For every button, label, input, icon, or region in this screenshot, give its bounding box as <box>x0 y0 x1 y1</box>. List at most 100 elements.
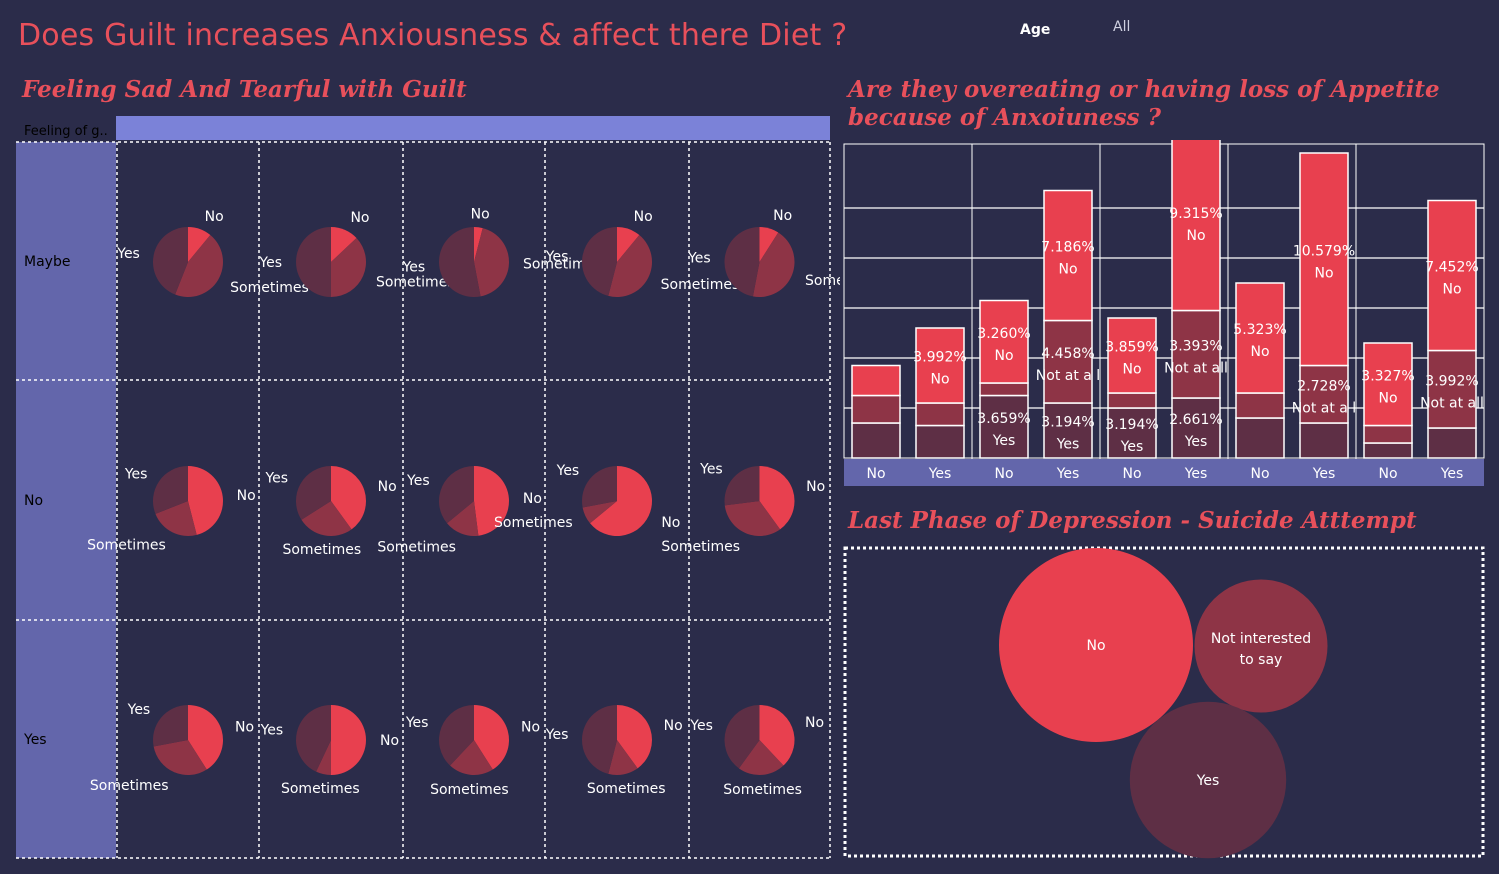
pie-slice-no[interactable] <box>759 227 779 262</box>
bubble-yes[interactable] <box>1129 701 1287 859</box>
pie-slice-yes[interactable] <box>438 705 474 766</box>
pie-slice-yes[interactable] <box>153 227 188 295</box>
bar-segment-no[interactable] <box>1171 140 1221 312</box>
pie-slice-sometimes[interactable] <box>738 740 784 775</box>
bar-segment-not-at-all[interactable] <box>1171 309 1221 399</box>
pie-slice-yes[interactable] <box>582 227 617 296</box>
bar-segment-no[interactable] <box>1299 152 1349 367</box>
bubble-no[interactable] <box>999 548 1193 742</box>
pie-slice-yes[interactable] <box>582 705 617 774</box>
pie-slice-sometimes[interactable] <box>153 740 207 775</box>
bar-segment-no[interactable] <box>1043 189 1093 322</box>
pie-slice-no[interactable] <box>759 466 795 530</box>
bar-segment-no[interactable] <box>1235 282 1285 394</box>
bar-segment-not-at-all[interactable] <box>1235 392 1285 419</box>
bar-segment-yes[interactable] <box>1107 407 1157 459</box>
bar-segment-yes[interactable] <box>915 424 965 459</box>
suicide-attempt-bubble-chart: No Not interested to say Yes <box>843 546 1485 859</box>
bar-segment-not-at-all[interactable] <box>1299 364 1349 424</box>
bar-segment-no[interactable] <box>1107 317 1157 394</box>
pie-slice-yes[interactable] <box>582 466 617 508</box>
bar-data-label: 3.992% <box>1425 373 1478 389</box>
bubble-not-interested-to-say[interactable] <box>1194 579 1328 713</box>
pie-slice-no[interactable] <box>331 227 357 262</box>
pie-slice-sometimes[interactable] <box>316 740 331 775</box>
pie-slice-yes[interactable] <box>153 705 188 747</box>
bar-data-label: 5.323% <box>1233 322 1286 338</box>
bar-data-label: 7.452% <box>1425 260 1478 276</box>
pie-slice-no[interactable] <box>474 227 483 262</box>
pie-slice-yes[interactable] <box>153 466 188 514</box>
bar-segment-no[interactable] <box>979 299 1029 384</box>
pie-label-sometimes: Sometimes <box>805 273 840 289</box>
pie-slice-yes[interactable] <box>724 705 760 769</box>
bubble-label: to say <box>1240 652 1283 668</box>
pie-slice-sometimes[interactable] <box>175 235 224 297</box>
pie-slice-sometimes[interactable] <box>155 501 197 536</box>
bar-segment-not-at-all[interactable] <box>1043 319 1093 404</box>
bar-segment-no[interactable] <box>1427 199 1477 352</box>
pie-slice-yes[interactable] <box>296 466 331 520</box>
pie-slice-no[interactable] <box>759 705 795 766</box>
bar-segment-yes[interactable] <box>851 422 901 459</box>
pie-label-sometimes: Sometimes <box>282 542 361 558</box>
pie-slice-no[interactable] <box>188 227 211 262</box>
bar-xaxis-tick: Yes <box>1184 466 1208 482</box>
pie-slice-yes[interactable] <box>295 705 331 772</box>
bar-segment-yes[interactable] <box>1427 427 1477 459</box>
pie-label-no: No <box>661 515 680 531</box>
pie-slice-no[interactable] <box>331 705 366 775</box>
pie-slice-yes[interactable] <box>724 466 760 506</box>
pie-slice-sometimes[interactable] <box>608 235 652 297</box>
bar-xaxis-tick: Yes <box>928 466 952 482</box>
bar-segment-no[interactable] <box>1363 342 1413 427</box>
bar-segment-no[interactable] <box>851 364 901 397</box>
bar-segment-not-at-all[interactable] <box>1363 424 1413 444</box>
pie-label-no: No <box>634 209 653 225</box>
bar-segment-yes[interactable] <box>979 394 1029 459</box>
pie-slice-sometimes[interactable] <box>474 228 510 297</box>
bar-segment-yes[interactable] <box>1235 417 1285 459</box>
bubble-label: Yes <box>1196 773 1220 789</box>
pie-slice-sometimes[interactable] <box>724 501 781 536</box>
pie-slice-no[interactable] <box>188 705 223 770</box>
age-filter-dropdown[interactable]: All <box>1113 19 1131 35</box>
bar-segment-not-at-all[interactable] <box>1107 392 1157 409</box>
pie-slice-sometimes[interactable] <box>450 740 493 775</box>
pie-slice-sometimes[interactable] <box>582 501 617 524</box>
pie-slice-sometimes[interactable] <box>301 501 352 536</box>
pie-slice-no[interactable] <box>617 227 640 262</box>
bar-segment-not-at-all[interactable] <box>979 382 1029 397</box>
bar-xaxis-tick: No <box>866 466 885 482</box>
bar-data-label: 3.393% <box>1169 338 1222 354</box>
pie-slice-yes[interactable] <box>724 227 760 297</box>
bar-data-sublabel: Not at a l <box>1036 368 1100 384</box>
pie-slice-no[interactable] <box>617 705 653 769</box>
bar-data-sublabel: Yes <box>1184 434 1208 450</box>
bar-segment-not-at-all[interactable] <box>1427 349 1477 429</box>
bar-segment-yes[interactable] <box>1363 442 1413 459</box>
bar-segment-not-at-all[interactable] <box>851 394 901 424</box>
pie-slice-sometimes[interactable] <box>447 501 479 536</box>
bar-xaxis-tick: No <box>1250 466 1269 482</box>
bubble-chart-frame <box>843 546 1485 858</box>
bar-chart-frame <box>843 143 1485 459</box>
pie-slice-no[interactable] <box>188 466 223 535</box>
pie-slice-sometimes[interactable] <box>331 238 367 297</box>
bar-segment-no[interactable] <box>915 327 965 404</box>
pie-slice-sometimes[interactable] <box>752 232 795 297</box>
pie-slice-yes[interactable] <box>439 466 474 524</box>
pie-slice-yes[interactable] <box>439 227 481 297</box>
pie-slice-no[interactable] <box>474 705 509 770</box>
pie-slice-sometimes[interactable] <box>608 740 638 775</box>
pie-label-sometimes: Sometimes <box>376 274 455 290</box>
pie-slice-no[interactable] <box>590 466 653 536</box>
bar-segment-yes[interactable] <box>1299 422 1349 459</box>
bar-segment-yes[interactable] <box>1043 402 1093 459</box>
pie-slice-yes[interactable] <box>296 227 331 297</box>
pie-slice-no[interactable] <box>331 466 366 530</box>
pie-label-yes: Yes <box>545 727 569 743</box>
pie-label-sometimes: Sometimes <box>377 540 456 556</box>
bar-segment-not-at-all[interactable] <box>915 402 965 427</box>
pie-slice-no[interactable] <box>474 465 510 536</box>
